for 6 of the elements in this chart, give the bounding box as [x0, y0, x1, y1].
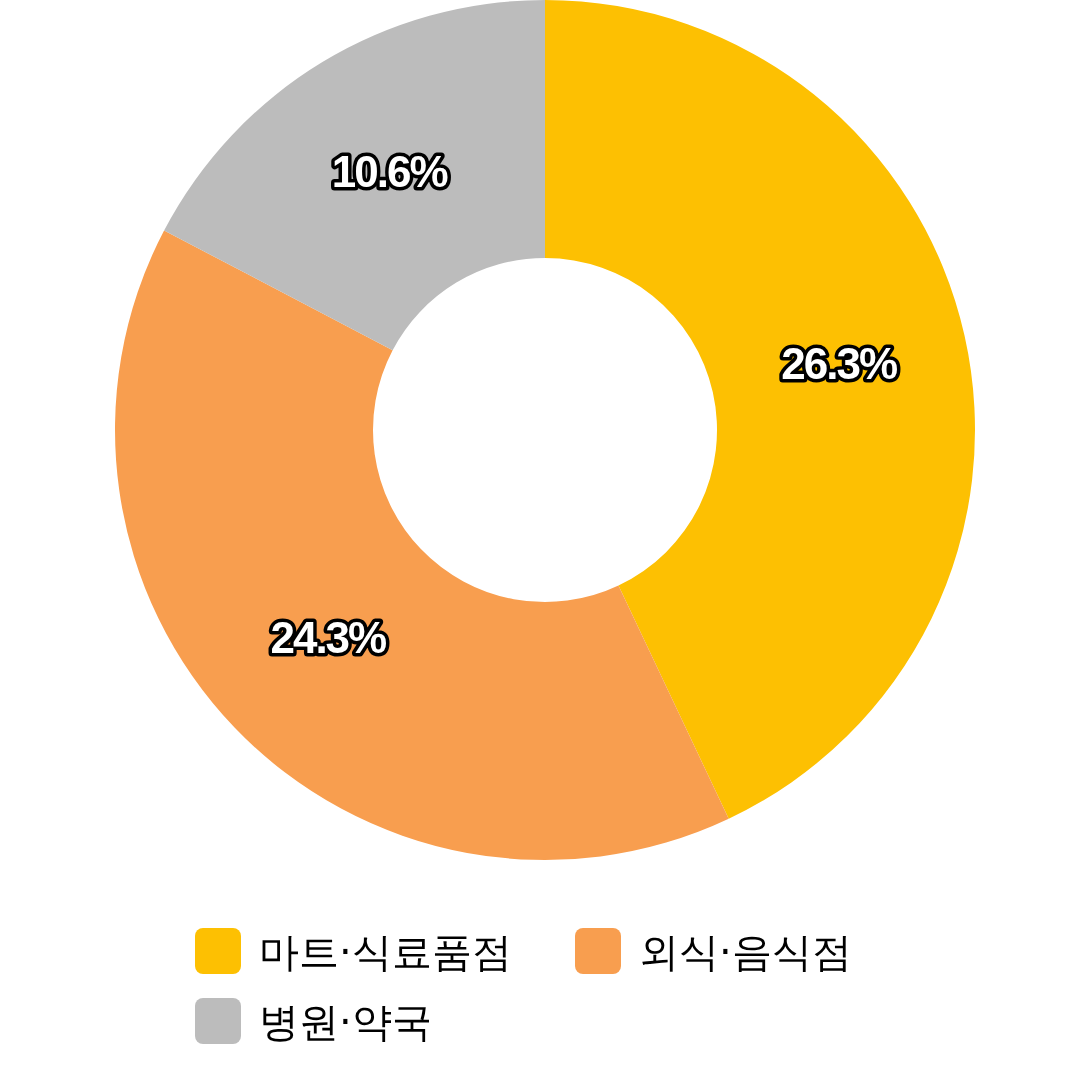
legend-label: 병원·약국 [259, 999, 432, 1045]
legend-label: 외식·음식점 [639, 929, 852, 975]
data-label: 10.6% [331, 147, 448, 197]
data-label: 26.3% [781, 339, 897, 389]
legend-label: 마트·식료품점 [259, 929, 512, 975]
data-label: 24.3% [270, 613, 387, 663]
